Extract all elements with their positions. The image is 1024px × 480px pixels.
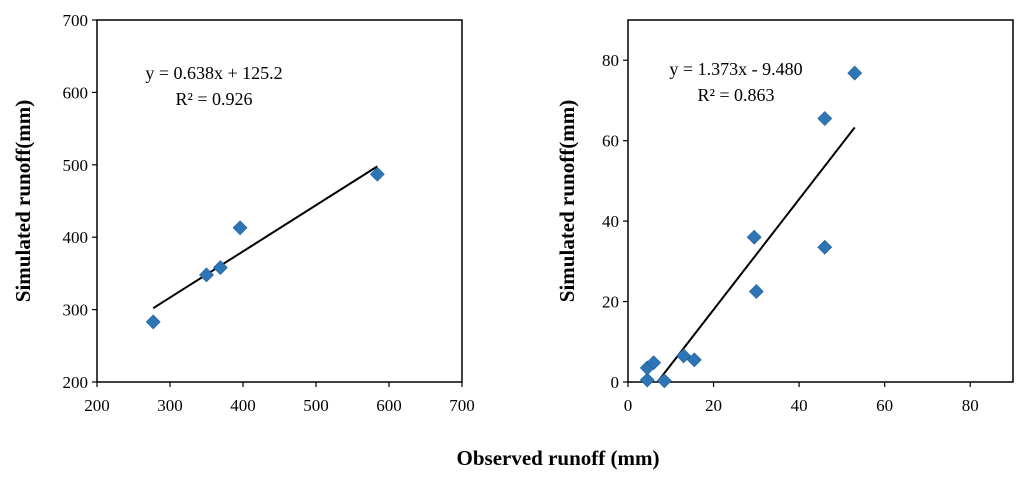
right-plot-area	[627, 19, 1014, 383]
left-data-point	[232, 220, 248, 236]
right-data-point	[639, 372, 655, 388]
right-y-axis-title: Simulated runoff(mm)	[555, 100, 579, 302]
left-chart: Simulated runoff(mm) y = 0.638x + 125.2 …	[11, 11, 475, 415]
right-chart: Simulated runoff(mm) y = 1.373x - 9.480 …	[555, 19, 1014, 415]
left-y-tick-label: 200	[63, 373, 89, 392]
right-trendline	[656, 126, 856, 383]
left-x-tick-label: 700	[449, 396, 475, 415]
x-axis-title: Observed runoff (mm)	[457, 446, 660, 470]
right-data-point	[646, 355, 662, 371]
right-data-point	[746, 229, 762, 245]
right-data-point	[817, 111, 833, 126]
left-equation: y = 0.638x + 125.2	[145, 63, 282, 83]
left-x-tick-label: 600	[376, 396, 402, 415]
left-y-tick-label: 500	[63, 156, 89, 175]
left-data-point	[199, 267, 214, 283]
right-y-tick-label: 60	[602, 132, 619, 151]
left-r-squared: R² = 0.926	[175, 89, 252, 109]
right-x-tick-label: 40	[791, 396, 808, 415]
left-trendline	[152, 165, 378, 310]
right-x-tick-label: 80	[962, 396, 979, 415]
right-data-point	[676, 348, 692, 364]
right-x-tick-label: 0	[624, 396, 633, 415]
left-y-tick-label: 600	[63, 83, 89, 102]
left-x-tick-label: 400	[230, 396, 256, 415]
right-r-squared: R² = 0.863	[697, 85, 774, 105]
left-data-point	[369, 166, 385, 182]
right-data-point	[686, 352, 702, 368]
right-data-point	[847, 65, 863, 81]
right-data-point	[748, 284, 764, 299]
right-x-tick-label: 20	[705, 396, 722, 415]
left-plot-area	[96, 19, 463, 383]
left-data-point	[212, 260, 228, 276]
left-y-tick-label: 700	[63, 11, 89, 30]
right-y-tick-label: 20	[602, 293, 619, 312]
right-x-tick-label: 60	[876, 396, 893, 415]
left-y-tick-label: 300	[63, 301, 89, 320]
left-y-axis-title: Simulated runoff(mm)	[11, 100, 35, 302]
left-x-tick-label: 200	[84, 396, 110, 415]
right-y-tick-label: 40	[602, 212, 619, 231]
right-y-tick-label: 80	[602, 51, 619, 70]
right-data-point	[817, 239, 833, 255]
left-data-point	[145, 314, 161, 330]
right-y-tick-label: 0	[611, 373, 620, 392]
left-y-tick-label: 400	[63, 228, 89, 247]
left-x-tick-label: 300	[157, 396, 183, 415]
right-data-point	[656, 373, 672, 389]
right-equation: y = 1.373x - 9.480	[669, 59, 802, 79]
left-x-tick-label: 500	[303, 396, 329, 415]
